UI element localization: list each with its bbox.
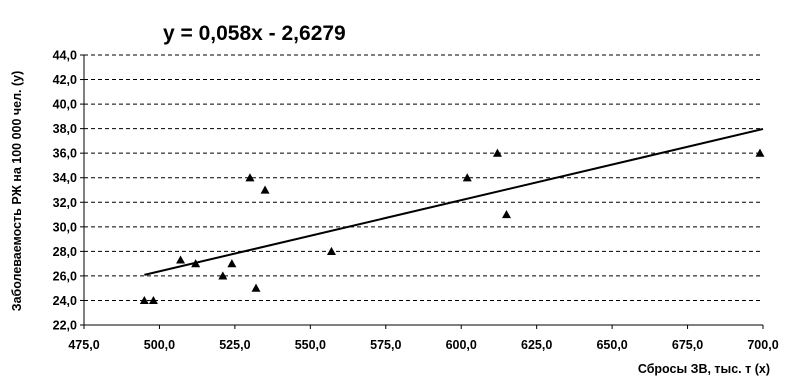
x-tick-label-1: 500,0: [144, 338, 175, 352]
x-tick-label-4: 575,0: [370, 338, 401, 352]
trendline-equation: y = 0,058x - 2,6279: [163, 22, 346, 45]
data-point-6: [245, 173, 255, 182]
data-point-8: [260, 185, 270, 194]
y-tick-label-8: 38,0: [53, 122, 77, 136]
data-point-9: [326, 246, 336, 255]
data-point-0: [139, 295, 149, 305]
data-point-13: [755, 148, 765, 157]
x-tick-label-5: 600,0: [446, 338, 477, 352]
x-axis-title: Сбросы ЗВ, тыс. т (x): [638, 362, 770, 376]
x-tick-label-2: 525,0: [219, 338, 250, 352]
y-tick-label-11: 44,0: [53, 49, 77, 63]
x-tick-label-3: 550,0: [295, 338, 326, 352]
x-tick-label-9: 700,0: [747, 338, 778, 352]
y-tick-label-9: 40,0: [53, 98, 77, 112]
y-tick-label-2: 26,0: [53, 269, 77, 283]
y-tick-label-10: 42,0: [53, 73, 77, 87]
x-tick-label-0: 475,0: [68, 338, 99, 352]
axes: [80, 54, 764, 329]
data-point-7: [251, 283, 261, 292]
data-point-4: [218, 271, 228, 280]
y-tick-label-5: 32,0: [53, 196, 77, 210]
y-tick-label-7: 36,0: [53, 147, 77, 161]
y-tick-label-3: 28,0: [53, 245, 77, 259]
y-tick-label-1: 24,0: [53, 294, 77, 308]
x-tick-label-7: 650,0: [596, 338, 627, 352]
tick-labels: 22,0 24,0 26,0 28,0 30,0 32,0 34,0 36,0 38,0 40,0…: [53, 49, 779, 353]
data-point-3: [191, 259, 201, 268]
data-points: [139, 148, 765, 305]
data-point-1: [148, 295, 158, 305]
y-tick-label-4: 30,0: [53, 220, 77, 234]
data-point-5: [227, 259, 237, 268]
x-tick-label-6: 625,0: [521, 338, 552, 352]
data-point-11: [492, 148, 502, 157]
gridlines: [84, 54, 763, 301]
data-point-10: [462, 173, 472, 182]
x-tick-label-8: 675,0: [672, 338, 703, 352]
data-point-2: [176, 255, 186, 264]
y-tick-label-6: 34,0: [53, 171, 77, 185]
data-point-12: [501, 210, 511, 219]
y-tick-label-0: 22,0: [53, 319, 77, 333]
y-axis-title: Заболеваемость РЖ на 100 000 чел. (y): [10, 71, 24, 312]
trend-line: [144, 128, 764, 276]
